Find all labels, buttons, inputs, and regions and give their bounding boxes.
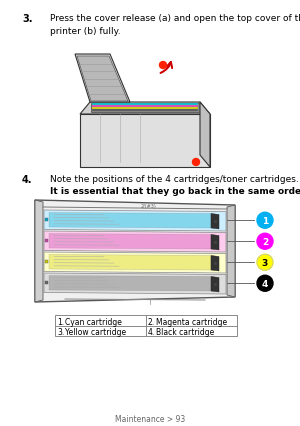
- Text: Black cartridge: Black cartridge: [156, 328, 214, 337]
- Circle shape: [257, 276, 273, 291]
- Text: Press the cover release (a) and open the top cover of the
printer (b) fully.: Press the cover release (a) and open the…: [50, 14, 300, 35]
- Polygon shape: [211, 256, 219, 271]
- Polygon shape: [44, 273, 226, 294]
- Polygon shape: [49, 255, 211, 271]
- Text: Cyan cartridge: Cyan cartridge: [65, 317, 122, 326]
- Text: It is essential that they go back in the same order: It is essential that they go back in the…: [50, 187, 300, 196]
- Polygon shape: [44, 210, 226, 231]
- Text: Note the positions of the 4 cartridges/toner cartridges.: Note the positions of the 4 cartridges/t…: [50, 175, 299, 184]
- Polygon shape: [35, 201, 235, 302]
- Text: 4.: 4.: [22, 175, 32, 184]
- Polygon shape: [75, 55, 130, 103]
- Polygon shape: [200, 103, 210, 167]
- Bar: [45, 261, 48, 264]
- Polygon shape: [80, 103, 210, 115]
- Text: 3: 3: [262, 258, 268, 267]
- Polygon shape: [44, 231, 226, 253]
- Polygon shape: [80, 115, 210, 167]
- Polygon shape: [49, 213, 211, 228]
- Text: 4: 4: [262, 279, 268, 288]
- Polygon shape: [227, 205, 235, 297]
- Polygon shape: [49, 234, 211, 249]
- Bar: [45, 282, 48, 285]
- Bar: [55, 315, 237, 336]
- Circle shape: [160, 62, 167, 69]
- Text: Magenta cartridge: Magenta cartridge: [156, 317, 227, 326]
- Bar: [45, 219, 48, 222]
- Text: Yellow cartridge: Yellow cartridge: [65, 328, 126, 337]
- Circle shape: [257, 255, 273, 271]
- Circle shape: [193, 159, 200, 166]
- Text: 2: 2: [262, 237, 268, 246]
- Polygon shape: [211, 235, 219, 250]
- Text: 2.: 2.: [148, 317, 155, 326]
- Polygon shape: [49, 276, 211, 291]
- Text: Maintenance > 93: Maintenance > 93: [115, 414, 185, 423]
- Polygon shape: [77, 57, 128, 102]
- Circle shape: [257, 213, 273, 229]
- Bar: [45, 240, 48, 243]
- Text: 3.: 3.: [22, 14, 32, 24]
- Polygon shape: [44, 253, 226, 273]
- Polygon shape: [91, 104, 199, 113]
- Text: 2/(#3): 2/(#3): [140, 204, 156, 208]
- Polygon shape: [211, 214, 219, 230]
- Polygon shape: [35, 201, 43, 302]
- Circle shape: [257, 234, 273, 250]
- Text: 1: 1: [262, 216, 268, 225]
- Text: 3.: 3.: [57, 328, 64, 337]
- Text: 4.: 4.: [148, 328, 155, 337]
- Polygon shape: [211, 277, 219, 292]
- Text: 1.: 1.: [57, 317, 64, 326]
